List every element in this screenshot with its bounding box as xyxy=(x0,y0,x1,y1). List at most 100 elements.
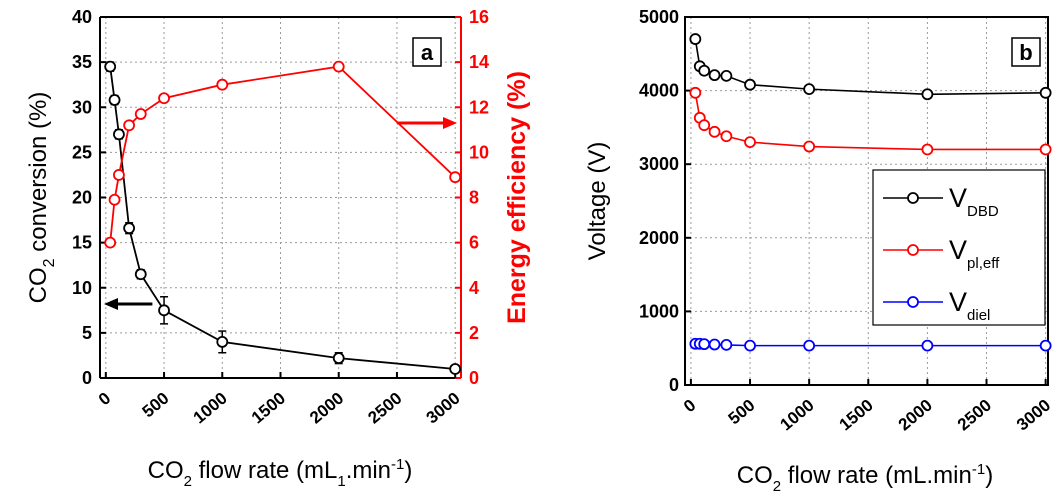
voltage-point xyxy=(921,143,934,156)
voltage-point xyxy=(921,339,934,352)
left-y-tick-label: 25 xyxy=(72,142,92,162)
left-arrow-head xyxy=(104,297,118,310)
efficiency-point xyxy=(108,193,121,206)
x-tick-label: 2000 xyxy=(895,396,936,435)
right-y-tick-label: 4 xyxy=(469,278,479,298)
conversion-point xyxy=(332,352,345,365)
efficiency-point xyxy=(449,171,462,184)
voltage-point xyxy=(803,339,816,352)
right-y-tick-label: 6 xyxy=(469,233,479,253)
y-tick-label: 3000 xyxy=(639,154,679,174)
voltage-point xyxy=(698,64,711,77)
y-tick-label: 4000 xyxy=(639,81,679,101)
right-arrow-head xyxy=(443,117,457,130)
panel-label-box xyxy=(412,37,442,67)
legend-label: Vdiel xyxy=(949,287,990,324)
panel-label: b xyxy=(1019,40,1032,65)
left-axis-title: CO2 conversion (%) xyxy=(25,92,58,304)
voltage-point xyxy=(921,88,934,101)
left-y-tick-label: 35 xyxy=(72,52,92,72)
voltage-point xyxy=(744,136,756,149)
voltage-point xyxy=(1039,143,1052,156)
x-tick-label: 1000 xyxy=(777,396,818,435)
right-y-tick-label: 16 xyxy=(469,7,489,27)
x-tick-label: 0 xyxy=(95,389,114,410)
right-y-tick-label: 8 xyxy=(469,188,479,208)
efficiency-point xyxy=(123,119,136,132)
left-y-tick-label: 0 xyxy=(82,368,92,388)
x-axis-title: CO2 flow rate (mL.min-1) xyxy=(737,461,993,495)
y-axis-title: Voltage (V) xyxy=(584,142,611,261)
conversion-point xyxy=(158,304,170,317)
plot-frame xyxy=(684,16,1049,386)
voltage-point xyxy=(1039,86,1052,99)
voltage-point xyxy=(744,339,756,352)
voltage-point xyxy=(1039,339,1052,352)
left-y-tick-label: 5 xyxy=(82,323,92,343)
right-axis-title: Energy efficiency (%) xyxy=(503,71,531,324)
voltage-point xyxy=(720,338,733,351)
x-tick-label: 500 xyxy=(139,389,173,422)
panel-label: a xyxy=(421,40,434,65)
legend-swatch-marker xyxy=(907,192,919,204)
chart-panel-b: 0 1000 2000 3000 4000 5000 0 500 1000 1500 2000 250… xyxy=(584,7,1054,495)
legend-label: Vpl,eff xyxy=(949,235,1000,272)
voltage-point xyxy=(803,140,816,153)
right-y-tick-label: 2 xyxy=(469,323,479,343)
left-y-tick-label: 20 xyxy=(72,188,92,208)
y-tick-label: 1000 xyxy=(639,301,679,321)
voltage-point xyxy=(708,69,721,82)
voltage-point xyxy=(720,130,733,143)
x-tick-label: 2500 xyxy=(364,389,405,428)
x-tick-label: 1500 xyxy=(248,389,289,428)
right-y-tick-label: 14 xyxy=(469,52,489,72)
efficiency-point xyxy=(104,236,117,249)
y-tick-label: 5000 xyxy=(639,7,679,27)
x-tick-label: 2500 xyxy=(954,396,995,435)
legend-label: VDBD xyxy=(949,183,999,220)
voltage-point xyxy=(689,33,702,45)
left-y-tick-label: 10 xyxy=(72,278,92,298)
voltage-point xyxy=(803,83,816,96)
x-tick-label: 2000 xyxy=(306,389,347,428)
voltage-point xyxy=(698,338,711,351)
right-y-tick-label: 0 xyxy=(469,368,479,388)
efficiency-point xyxy=(332,60,345,73)
conversion-point xyxy=(216,335,229,348)
efficiency-point xyxy=(158,92,170,105)
voltage-point xyxy=(708,338,721,351)
conversion-point xyxy=(104,60,117,73)
left-y-tick-label: 30 xyxy=(72,97,92,117)
legend-swatch-marker xyxy=(907,244,919,256)
y-tick-label: 2000 xyxy=(639,228,679,248)
conversion-point xyxy=(134,268,147,281)
x-tick-label: 3000 xyxy=(423,389,464,428)
voltage-point xyxy=(744,78,756,91)
x-tick-label: 0 xyxy=(680,396,699,417)
right-y-tick-label: 12 xyxy=(469,97,489,117)
conversion-point xyxy=(113,128,125,141)
efficiency-point xyxy=(134,108,147,120)
voltage-point xyxy=(720,69,733,82)
chart-panel-a: 0 5 10 15 20 25 30 35 40 0 2 4 6 8 10 12 14 16 0 500 1000 150… xyxy=(25,7,531,490)
efficiency-point xyxy=(113,169,125,181)
right-y-tick-label: 10 xyxy=(469,142,489,162)
x-tick-label: 1000 xyxy=(190,389,231,428)
conversion-point xyxy=(108,94,121,106)
left-y-tick-label: 15 xyxy=(72,233,92,253)
conversion-point xyxy=(449,363,462,375)
legend-box xyxy=(872,169,1046,326)
x-tick-label: 500 xyxy=(725,396,759,429)
x-tick-label: 3000 xyxy=(1013,396,1054,435)
voltage-point xyxy=(708,125,721,138)
legend-swatch-marker xyxy=(907,296,919,308)
voltage-point xyxy=(689,86,702,99)
y-tick-label: 0 xyxy=(669,375,679,395)
panel-label-box xyxy=(1011,37,1041,67)
left-y-tick-label: 40 xyxy=(72,7,92,27)
efficiency-point xyxy=(216,78,229,91)
voltage-point xyxy=(698,119,711,132)
x-axis-title: CO2 flow rate (mL1.min-1) xyxy=(148,456,413,490)
x-tick-label: 1500 xyxy=(836,396,877,435)
